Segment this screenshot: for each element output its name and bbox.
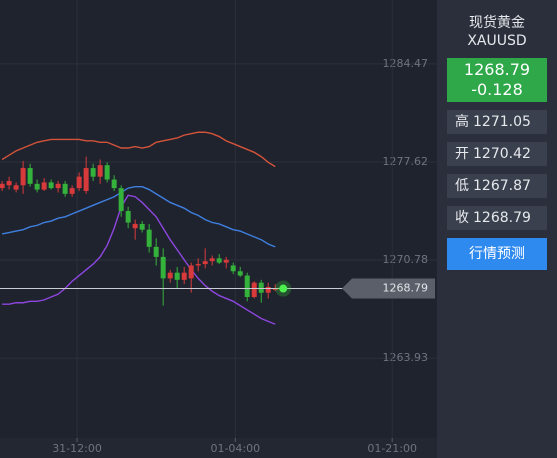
candle-body [76,176,82,189]
stats: 高 1271.05 开 1270.42 低 1267.87 收 1268.79 [437,110,557,230]
stat: 高 1271.05 [447,110,547,134]
candle-body [139,223,145,230]
candle-body [41,182,47,190]
candle-body [209,258,215,262]
candle-body [251,282,257,298]
stat: 开 1270.42 [447,142,547,166]
x-tick-label: 31-12:00 [52,442,102,455]
candle-body [160,256,166,279]
plot-bg [0,0,437,438]
price-box: 1268.79 -0.128 [447,58,547,102]
y-tick-label: 1263.93 [383,351,429,364]
chart: 1263.93 1270.78 1277.62 1284.47 31-12:00 01-0… [0,0,437,458]
candle-body [48,182,54,189]
change: -0.128 [471,80,523,99]
last-price-label: 1268.79 [383,282,429,295]
instrument-name: 现货黄金 [469,15,525,31]
candle-body [223,259,229,263]
candle-body [20,168,26,186]
stat-value: 1268.79 [473,210,531,226]
candle-body [0,183,5,189]
candle-body [132,223,138,229]
quote-panel: 现货黄金 XAUUSD 1268.79 -0.128 高 1271.05 开 1270… [437,0,557,458]
candle-body [181,272,187,280]
candle-body [258,282,264,293]
stat-value: 1267.87 [473,178,531,194]
forecast-button[interactable]: 行情预测 [447,238,547,270]
y-tick-label: 1284.47 [383,57,429,70]
candle-body [97,165,103,177]
indicator-line [1,131,276,168]
candle-body [230,265,236,272]
candle-body [27,168,33,184]
candle-body [188,265,194,279]
candle-body [167,272,173,279]
candle-body [265,286,271,293]
stat-value: 1271.05 [473,114,531,130]
candle-body [125,211,131,223]
candle-body [118,188,124,212]
candle-body [244,275,250,298]
candle-body [13,185,19,190]
candle-body [104,165,110,180]
candle-body [34,183,40,190]
candle-body [237,271,243,276]
last-price-dot [279,284,288,293]
candle-body [216,258,222,263]
x-axis-bg [0,438,437,458]
candle-body [83,168,89,191]
candle-body [272,288,278,290]
candle-body [146,229,152,247]
y-tick-label: 1270.78 [383,253,429,266]
candle-body [90,168,96,177]
stat-label: 低 [455,178,469,194]
candle-body [6,180,12,186]
candle-body [195,264,201,266]
candle-body [55,183,61,189]
last-price-tag [342,278,435,299]
candle-body [174,272,180,280]
stat-label: 收 [455,210,469,226]
price: 1268.79 [463,60,531,79]
candle-body [69,188,75,194]
instrument-symbol: XAUUSD [467,33,527,49]
stat: 收 1268.79 [447,206,547,230]
x-tick-label: 01-21:00 [367,442,417,455]
indicator-line [1,185,276,248]
candle-body [202,261,208,265]
x-tick-label: 01-04:00 [210,442,260,455]
stat-value: 1270.42 [473,146,531,162]
stat: 低 1267.87 [447,174,547,198]
candle-body [111,179,117,189]
indicator-line [2,194,276,325]
candle-body [62,183,68,194]
stat-label: 高 [455,114,469,130]
y-tick-label: 1277.62 [383,155,429,168]
stat-label: 开 [455,146,469,162]
candle-body [153,246,159,257]
